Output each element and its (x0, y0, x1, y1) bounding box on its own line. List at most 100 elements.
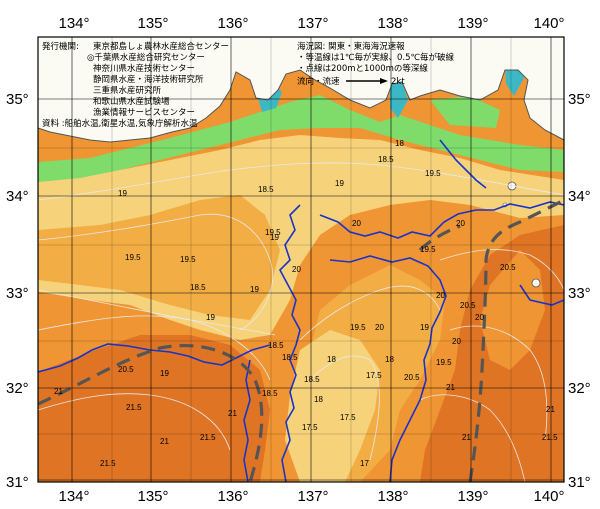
lon-label: 139° (457, 15, 488, 32)
lat-label: 32° (568, 380, 591, 397)
isotherm-label: 20 (436, 291, 445, 300)
isotherm-label: 19 (118, 189, 127, 198)
isotherm-label: 18.5 (282, 353, 298, 362)
isotherm-label: 19.5 (420, 245, 436, 254)
isotherm-label: 18.5 (268, 341, 284, 350)
sea-19-zone (38, 195, 280, 320)
isotherm-label: 20 (475, 313, 484, 322)
sea-21-zone-west (38, 335, 270, 482)
isotherm-label: 19 (335, 179, 344, 188)
island-miyake (531, 278, 541, 288)
legend-isotherm-note: ・等温線は1℃毎が実線、0.5℃毎が破線 (297, 52, 455, 63)
lat-label: 33° (568, 285, 591, 302)
legend-title: 海況図: 関東・東海海況速報 (297, 41, 405, 52)
isotherm-label: 21 (160, 437, 169, 446)
isotherm-label: 18.5 (190, 283, 206, 292)
issuer-agency: 東京都島しょ農林水産総合センター (93, 41, 229, 52)
isotherm-label: 17.5 (302, 423, 318, 432)
lat-label: 35° (6, 91, 29, 108)
suruga-bay (390, 82, 408, 118)
coastal-cool-water (38, 95, 564, 182)
isotherm-label: 18 (314, 395, 323, 404)
isotherm-label: 19 (206, 313, 215, 322)
issuer-agency: 静岡県水産・海洋技術研究所 (93, 74, 204, 85)
lon-label: 139° (457, 488, 488, 505)
graticule (38, 37, 564, 482)
isotherm-label: 18.5 (258, 185, 274, 194)
legend-flow-label: 流向・流速 (297, 76, 340, 87)
issuer-agency: ◎千葉県水産総合研究センター (87, 52, 205, 63)
lat-label: 35° (568, 91, 591, 108)
issuer-agency: 神奈川県水産技術センター (93, 63, 195, 74)
longitude-labels-bottom: 134° 135° 136° 137° 138° 139° 140° (58, 488, 564, 505)
isotherm-label: 20 (292, 265, 301, 274)
map-canvas: 18 18.5 18.5 19 19 19.5 19.5 19.5 19 18.… (38, 37, 564, 482)
issuer-info: 発行機関: 東京都島しょ農林水産総合センター ◎千葉県水産総合研究センター 神奈… (42, 41, 229, 129)
lon-label: 136° (217, 15, 248, 32)
issuer-agency: 三重県水産研究所 (93, 85, 162, 96)
isotherm-labels: 18 18.5 18.5 19 19 19.5 19.5 19.5 19 18.… (54, 139, 558, 468)
isotherm-label: 21 (54, 387, 63, 396)
isotherm-label: 20.5 (118, 365, 134, 374)
issuer-sources: 資料 :船舶水温,衛星水温,気象庁解析水温 (42, 118, 198, 129)
isotherm-label: 17.5 (340, 413, 356, 422)
lon-label: 135° (137, 488, 168, 505)
isotherm-label: 19.5 (125, 253, 141, 262)
isotherm-label: 21 (228, 409, 237, 418)
map-frame (37, 36, 565, 483)
isotherm-label: 19 (270, 233, 279, 242)
isotherm-label: 20.5 (404, 373, 420, 382)
issuer-agency: 和歌山県水産試験場 (93, 96, 170, 107)
isotherm-label: 18.5 (304, 375, 320, 384)
lon-label: 135° (137, 15, 168, 32)
isotherm-label: 20.5 (460, 301, 476, 310)
isotherm-label: 20 (375, 323, 384, 332)
isotherm-label: 21.5 (126, 403, 142, 412)
isotherm-label: 18 (385, 355, 394, 364)
isotherm-label: 20.5 (500, 263, 516, 272)
isotherm-label: 21.5 (100, 459, 116, 468)
lon-label: 140° (533, 15, 564, 32)
latitude-labels-right: 35° 34° 33° 32° 31° (568, 91, 591, 491)
lon-label: 134° (58, 15, 89, 32)
isotherm-label: 19 (250, 285, 259, 294)
lat-label: 34° (568, 188, 591, 205)
isotherm-label: 19 (420, 323, 429, 332)
isotherm-label: 21 (462, 433, 471, 442)
isotherm-label: 18 (395, 139, 404, 148)
sagami-bay (430, 96, 500, 128)
isotherm-label: 19.5 (350, 323, 366, 332)
honshu-land (38, 37, 564, 143)
isotherm-label: 19.5 (425, 169, 441, 178)
isotherm-label: 21 (446, 383, 455, 392)
latitude-labels-left: 35° 34° 33° 32° 31° (6, 91, 29, 491)
issuer-agency: 漁業情報サービスセンター (93, 107, 195, 118)
sea-17-zone (285, 330, 380, 482)
isotherm-label: 18.5 (262, 389, 278, 398)
lon-label: 138° (377, 488, 408, 505)
lat-label: 31° (6, 474, 29, 491)
lon-label: 137° (297, 488, 328, 505)
isotherm-label: 18 (327, 355, 336, 364)
isotherm-label: 20 (352, 219, 361, 228)
longitude-labels-top: 134° 135° 136° 137° 138° 139° 140° (58, 15, 564, 32)
isotherm-label: 20 (456, 219, 465, 228)
graticule-minor (38, 37, 564, 482)
isotherm-label: 19.5 (436, 358, 452, 367)
legend-flow-speed: 2kt (391, 77, 405, 87)
lat-label: 34° (6, 188, 29, 205)
lon-label: 137° (297, 15, 328, 32)
isotherm-label: 21 (546, 405, 555, 414)
isotherm-label: 17 (360, 459, 369, 468)
map-legend: 海況図: 関東・東海海況速報 ・等温線は1℃毎が実線、0.5℃毎が破線 ・点線は… (297, 41, 455, 87)
isotherm-label: 17.5 (366, 371, 382, 380)
isotherm-label: 21.5 (542, 433, 558, 442)
lat-label: 33° (6, 285, 29, 302)
kuroshio-axis (38, 198, 564, 482)
flow-arrowhead-icon (380, 78, 388, 84)
lat-label: 32° (6, 380, 29, 397)
lon-label: 136° (217, 488, 248, 505)
isotherm-label: 20 (452, 337, 461, 346)
sea-20-zone-east (480, 250, 545, 370)
